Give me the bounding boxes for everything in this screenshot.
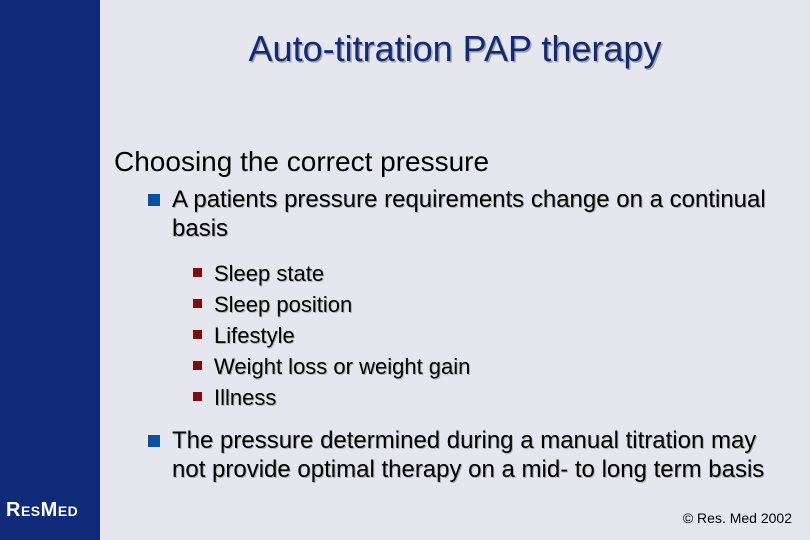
square-bullet-icon xyxy=(148,435,160,447)
bullet-text: A patients pressure requirements change … xyxy=(172,186,772,244)
bullet-lvl1: The pressure determined during a manual … xyxy=(148,427,772,485)
logo-part: ES xyxy=(21,503,41,519)
bullet-lvl1: A patients pressure requirements change … xyxy=(148,186,772,244)
square-bullet-icon xyxy=(193,268,202,277)
logo-part: R xyxy=(6,499,21,521)
bullet-lvl2: Sleep state xyxy=(193,260,324,289)
slide: Auto-titration PAP therapy Choosing the … xyxy=(0,0,810,540)
bullet-lvl2: Lifestyle xyxy=(193,322,295,351)
slide-subtitle: Choosing the correct pressure xyxy=(114,146,489,178)
bullet-lvl2: Weight loss or weight gain xyxy=(193,353,470,382)
logo-part: M xyxy=(41,499,58,521)
bullet-text: Sleep position xyxy=(214,291,352,320)
logo-part: ED xyxy=(58,503,78,519)
resmed-logo: RESMED xyxy=(6,499,78,522)
slide-title: Auto-titration PAP therapy xyxy=(100,28,810,70)
bullet-text: The pressure determined during a manual … xyxy=(172,427,772,485)
copyright-text: © Res. Med 2002 xyxy=(683,510,792,526)
bullet-text: Sleep state xyxy=(214,260,324,289)
square-bullet-icon xyxy=(193,361,202,370)
bullet-text: Weight loss or weight gain xyxy=(214,353,470,382)
left-sidebar xyxy=(0,0,100,540)
bullet-lvl2: Illness xyxy=(193,384,276,413)
square-bullet-icon xyxy=(193,299,202,308)
bullet-text: Illness xyxy=(214,384,276,413)
bullet-text: Lifestyle xyxy=(214,322,295,351)
bullet-lvl2: Sleep position xyxy=(193,291,352,320)
square-bullet-icon xyxy=(193,392,202,401)
square-bullet-icon xyxy=(148,194,160,206)
square-bullet-icon xyxy=(193,330,202,339)
